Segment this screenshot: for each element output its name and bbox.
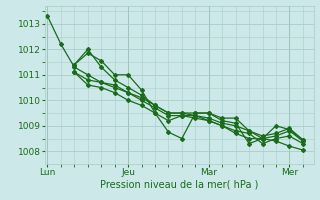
X-axis label: Pression niveau de la mer( hPa ): Pression niveau de la mer( hPa ) [100, 180, 258, 190]
